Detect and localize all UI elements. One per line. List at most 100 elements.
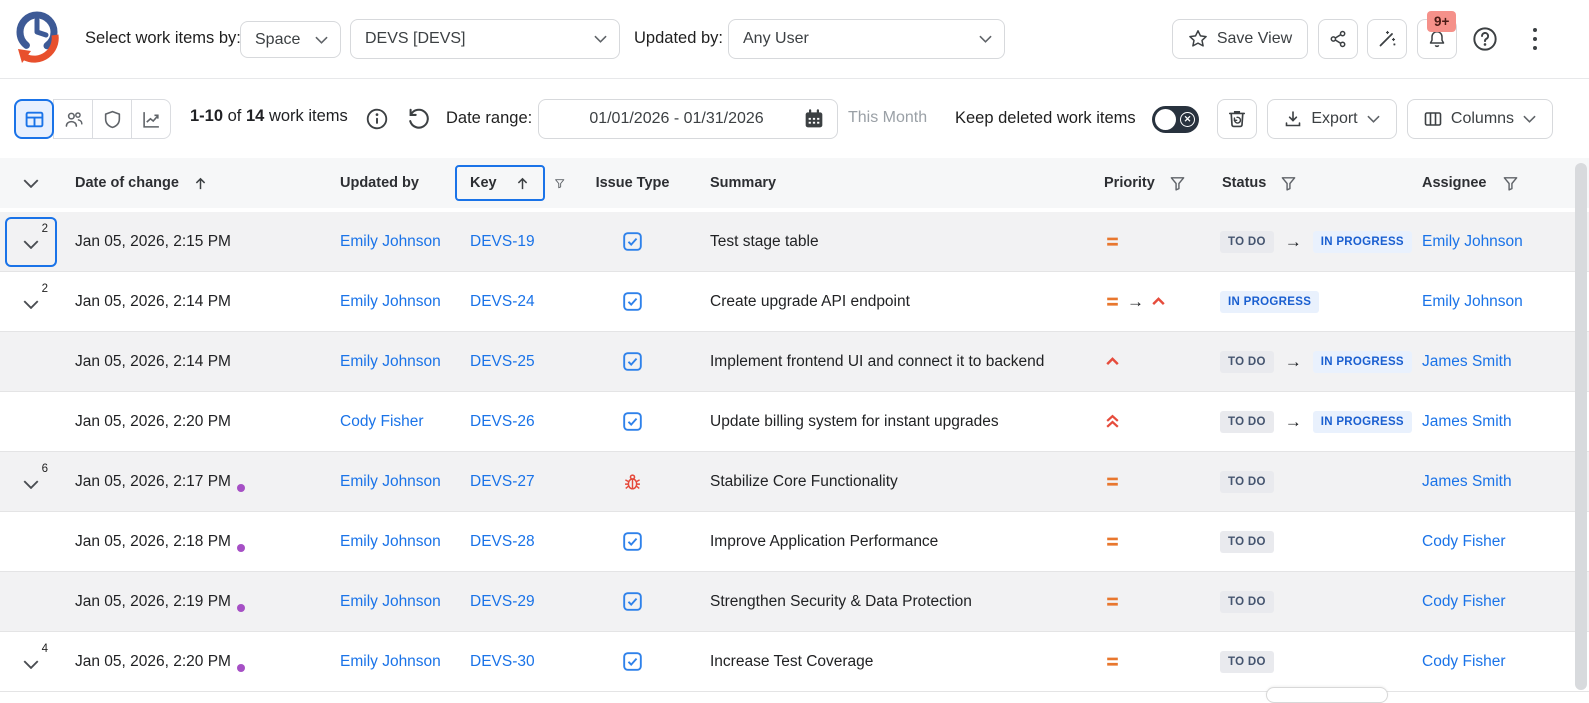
- notification-badge: 9+: [1427, 11, 1457, 32]
- assignee-link[interactable]: Emily Johnson: [1422, 232, 1523, 250]
- table-view-button[interactable]: [14, 99, 54, 139]
- expand-cell: 6: [0, 459, 62, 505]
- table-row[interactable]: Jan 05, 2026, 2:19 PM Emily Johnson DEVS-2…: [0, 572, 1589, 632]
- shield-icon: [104, 110, 120, 128]
- people-view-button[interactable]: [53, 99, 93, 139]
- export-button[interactable]: Export: [1267, 99, 1397, 139]
- updated-by-cell: Emily Johnson: [335, 593, 450, 611]
- updated-by-link[interactable]: Emily Johnson: [340, 292, 441, 310]
- assignee-link[interactable]: Cody Fisher: [1422, 652, 1506, 670]
- date-range-input[interactable]: 01/01/2026 - 01/31/2026: [538, 99, 838, 139]
- col-date-of-change[interactable]: Date of change: [62, 175, 335, 191]
- table-row[interactable]: Jan 05, 2026, 2:14 PM Emily Johnson DEVS-2…: [0, 332, 1589, 392]
- change-date: Jan 05, 2026, 2:14 PM: [75, 352, 231, 370]
- col-summary[interactable]: Summary: [710, 175, 777, 191]
- table-row[interactable]: 2 Jan 05, 2026, 2:14 PM Emily Johnson DEVS-…: [0, 272, 1589, 332]
- updated-by-link[interactable]: Emily Johnson: [340, 472, 441, 490]
- assignee-link[interactable]: Cody Fisher: [1422, 532, 1506, 550]
- updated-by-link[interactable]: Cody Fisher: [340, 412, 424, 430]
- assignee-link[interactable]: James Smith: [1422, 412, 1512, 430]
- updated-by-link[interactable]: Emily Johnson: [340, 232, 441, 250]
- star-icon: [1188, 30, 1207, 47]
- updated-by-link[interactable]: Emily Johnson: [340, 532, 441, 550]
- table-row[interactable]: 6 Jan 05, 2026, 2:17 PM Emily Johnson DEVS-…: [0, 452, 1589, 512]
- expand-toggle[interactable]: 4: [7, 639, 55, 685]
- shield-view-button[interactable]: [92, 99, 132, 139]
- restore-deleted-button[interactable]: [1217, 99, 1257, 139]
- issue-key-link[interactable]: DEVS-29: [470, 592, 535, 610]
- priority-medium-icon: [1104, 293, 1121, 310]
- col-assignee[interactable]: Assignee: [1415, 175, 1589, 192]
- horizontal-scrollbar[interactable]: [1266, 687, 1388, 703]
- filter-icon[interactable]: [1502, 175, 1519, 192]
- columns-label: Columns: [1450, 110, 1515, 127]
- info-button[interactable]: [366, 108, 388, 130]
- magic-wand-button[interactable]: [1367, 19, 1407, 59]
- status-badge: IN PROGRESS: [1312, 410, 1412, 433]
- filter-icon[interactable]: [1280, 175, 1297, 192]
- vertical-scrollbar[interactable]: [1575, 163, 1587, 690]
- more-menu-button[interactable]: [1520, 23, 1550, 55]
- chart-view-button[interactable]: [131, 99, 171, 139]
- priority-high-icon: [1150, 293, 1167, 310]
- assignee-link[interactable]: James Smith: [1422, 472, 1512, 490]
- issue-key-link[interactable]: DEVS-27: [470, 472, 535, 490]
- save-view-button[interactable]: Save View: [1172, 19, 1308, 59]
- issue-key-link[interactable]: DEVS-25: [470, 352, 535, 370]
- help-button[interactable]: [1469, 23, 1501, 55]
- sort-ascending-icon[interactable]: [193, 176, 208, 191]
- magic-wand-icon: [1379, 30, 1396, 47]
- key-sort-focus-box[interactable]: Key: [455, 165, 545, 201]
- project-select[interactable]: DEVS [DEVS]: [350, 19, 620, 59]
- assignee-link[interactable]: Cody Fisher: [1422, 592, 1506, 610]
- col-priority[interactable]: Priority: [1090, 175, 1210, 192]
- filter-icon[interactable]: [554, 175, 565, 192]
- assignee-cell: Emily Johnson: [1415, 233, 1589, 251]
- status-badge: TO DO: [1220, 650, 1274, 673]
- assignee-cell: Cody Fisher: [1415, 593, 1589, 611]
- table-row[interactable]: 2 Jan 05, 2026, 2:15 PM Emily Johnson DEVS-…: [0, 212, 1589, 272]
- updated-by-link[interactable]: Emily Johnson: [340, 592, 441, 610]
- date-cell: Jan 05, 2026, 2:14 PM: [62, 353, 335, 371]
- issue-key-link[interactable]: DEVS-19: [470, 232, 535, 250]
- keep-deleted-toggle[interactable]: ✕: [1152, 106, 1199, 133]
- count-total: 14: [245, 107, 265, 125]
- sort-ascending-icon[interactable]: [515, 176, 530, 191]
- table-row[interactable]: 4 Jan 05, 2026, 2:20 PM Emily Johnson DEVS-…: [0, 632, 1589, 692]
- issue-key-link[interactable]: DEVS-24: [470, 292, 535, 310]
- user-select[interactable]: Any User: [728, 19, 1005, 59]
- assignee-link[interactable]: James Smith: [1422, 352, 1512, 370]
- line-chart-icon: [142, 111, 159, 128]
- expand-toggle[interactable]: 6: [7, 459, 55, 505]
- expand-toggle[interactable]: 2: [7, 219, 55, 265]
- chevron-down-icon: [1367, 115, 1380, 123]
- table-row[interactable]: Jan 05, 2026, 2:20 PM Cody Fisher DEVS-26 U…: [0, 392, 1589, 452]
- status-badge: TO DO: [1220, 230, 1274, 253]
- issue-key-link[interactable]: DEVS-30: [470, 652, 535, 670]
- space-dropdown[interactable]: Space: [240, 21, 341, 58]
- col-key[interactable]: Key: [450, 165, 565, 201]
- col-issue-type[interactable]: Issue Type: [595, 175, 670, 191]
- share-button[interactable]: [1318, 19, 1358, 59]
- toggle-knob: [1155, 109, 1176, 130]
- reset-button[interactable]: [406, 107, 429, 130]
- priority-medium-icon: [1104, 533, 1121, 550]
- status-cell: TO DO → IN PROGRESS: [1210, 350, 1415, 373]
- table-row[interactable]: Jan 05, 2026, 2:18 PM Emily Johnson DEVS-2…: [0, 512, 1589, 572]
- col-status[interactable]: Status: [1210, 175, 1415, 192]
- issue-key-link[interactable]: DEVS-26: [470, 412, 535, 430]
- priority-cell: [1090, 653, 1210, 670]
- col-updated-by[interactable]: Updated by: [340, 175, 419, 191]
- expand-all-header[interactable]: [0, 179, 62, 188]
- updated-by-link[interactable]: Emily Johnson: [340, 652, 441, 670]
- issue-key-link[interactable]: DEVS-28: [470, 532, 535, 550]
- calendar-icon[interactable]: [804, 109, 824, 129]
- issue-type-cell: [565, 292, 700, 311]
- filter-icon[interactable]: [1169, 175, 1186, 192]
- updated-by-link[interactable]: Emily Johnson: [340, 352, 441, 370]
- expand-toggle[interactable]: 2: [7, 279, 55, 325]
- columns-button[interactable]: Columns: [1407, 99, 1553, 139]
- expand-cell: 2: [0, 279, 62, 325]
- assignee-link[interactable]: Emily Johnson: [1422, 292, 1523, 310]
- unread-dot-icon: [236, 664, 245, 672]
